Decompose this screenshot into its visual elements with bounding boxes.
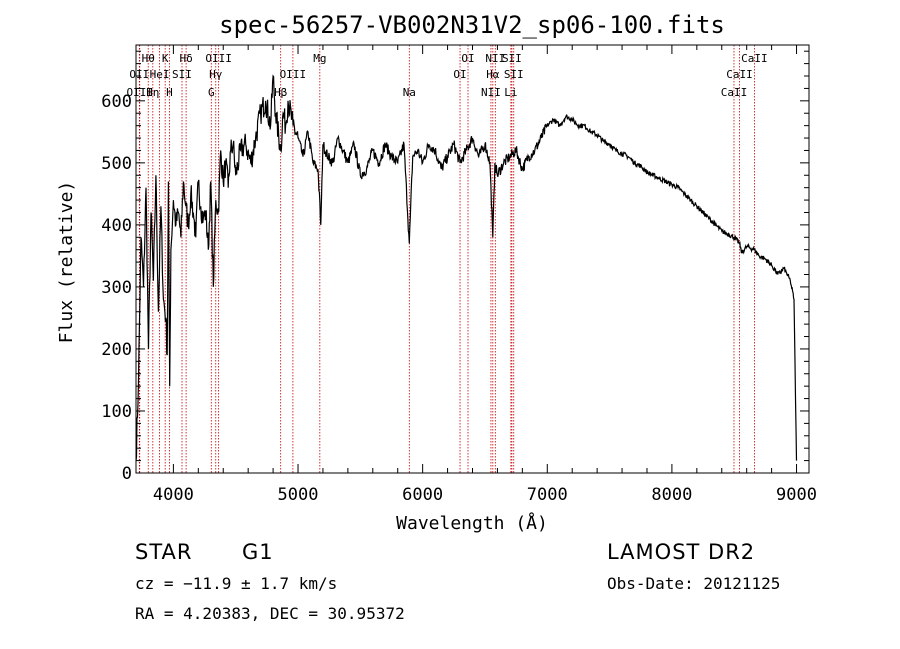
marker-label: Hθ — [142, 52, 155, 65]
marker-label: OIII — [126, 86, 153, 99]
x-tick-label: 5000 — [278, 485, 319, 505]
survey-name: LAMOST DR2 — [607, 540, 756, 564]
y-tick-label: 400 — [101, 216, 132, 236]
marker-label: SII — [504, 68, 524, 81]
marker-label: G — [208, 86, 215, 99]
y-axis-label: Flux (relative) — [56, 181, 77, 344]
y-tick-label: 100 — [101, 402, 132, 422]
x-tick-label: 9000 — [776, 485, 817, 505]
y-tick-label: 0 — [122, 464, 132, 484]
coordinates: RA = 4.20383, DEC = 30.95372 — [135, 604, 405, 623]
marker-label: Hη — [146, 86, 159, 99]
marker-label: H — [166, 86, 173, 99]
y-tick-label: 600 — [101, 92, 132, 112]
marker-label: K — [162, 52, 169, 65]
observation-date: Obs-Date: 20121125 — [607, 574, 781, 593]
x-tick-label: 7000 — [527, 485, 568, 505]
object-subclass: G1 — [242, 540, 274, 564]
marker-label: Hδ — [179, 52, 192, 65]
y-axis-ticks: 0 100 200 300 400 500 600 — [101, 50, 809, 484]
redshift-velocity: cz = −11.9 ± 1.7 km/s — [135, 574, 338, 593]
marker-label: Hα — [486, 68, 500, 81]
marker-label: OIII — [280, 68, 307, 81]
marker-label: NII — [485, 52, 505, 65]
marker-label: SII — [172, 68, 192, 81]
x-axis-label: Wavelength (Å) — [396, 512, 548, 534]
marker-label: OIII — [205, 52, 232, 65]
line-markers — [138, 45, 755, 473]
marker-label: Hγ — [209, 68, 223, 81]
x-tick-label: 8000 — [651, 485, 692, 505]
marker-label: Li — [504, 86, 517, 99]
x-tick-label: 4000 — [153, 485, 194, 505]
marker-label: CaII — [726, 68, 753, 81]
marker-label: HeI — [150, 68, 170, 81]
marker-label: CaII — [741, 52, 768, 65]
marker-label: CaII — [721, 86, 748, 99]
marker-label: Na — [403, 86, 416, 99]
marker-label: OI — [453, 68, 466, 81]
chart-title: spec-56257-VB002N31V2_sp06-100.fits — [219, 11, 725, 39]
marker-label: NII — [481, 86, 501, 99]
y-tick-label: 300 — [101, 278, 132, 298]
spectrum-series-line — [135, 74, 798, 461]
marker-label: Mg — [313, 52, 326, 65]
marker-label: OI — [461, 52, 474, 65]
x-tick-label: 6000 — [402, 485, 443, 505]
marker-label: Hβ — [274, 86, 288, 99]
y-tick-label: 200 — [101, 340, 132, 360]
plot-frame — [135, 44, 810, 474]
marker-label: SII — [502, 52, 522, 65]
y-tick-label: 500 — [101, 154, 132, 174]
object-class: STAR — [135, 540, 193, 564]
x-axis-ticks: 4000 5000 6000 7000 8000 9000 — [153, 45, 817, 505]
marker-label: OII — [129, 68, 149, 81]
